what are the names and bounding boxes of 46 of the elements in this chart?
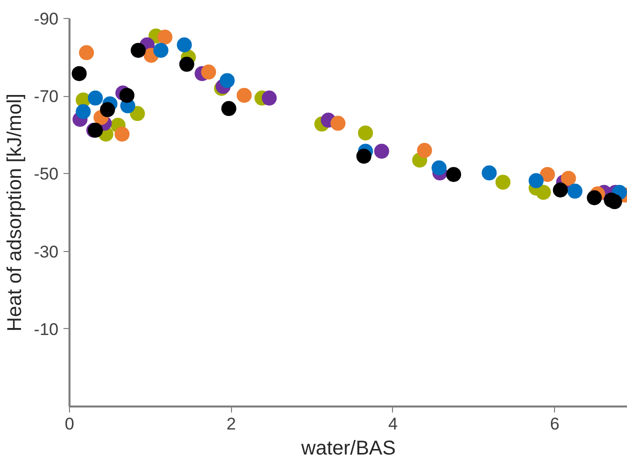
point	[330, 116, 346, 131]
point	[78, 45, 94, 60]
point	[495, 174, 510, 190]
point	[262, 90, 277, 106]
point	[536, 184, 551, 200]
point	[130, 42, 146, 58]
point	[432, 160, 447, 176]
point	[176, 37, 192, 52]
point	[560, 170, 576, 186]
point	[221, 101, 236, 116]
x-tick-label: 2	[226, 414, 236, 434]
point	[607, 194, 622, 210]
point	[179, 56, 194, 72]
y-tick-label: -10	[34, 320, 59, 339]
point	[446, 166, 462, 182]
point	[540, 166, 555, 182]
point	[76, 104, 91, 120]
y-tick-label: -30	[34, 242, 59, 262]
point	[358, 125, 373, 140]
point	[153, 42, 168, 58]
point	[72, 66, 87, 82]
point	[552, 182, 568, 198]
x-tick-label: 6	[550, 414, 560, 434]
y-tick-label: -70	[34, 87, 59, 106]
x-tick-label: 4	[388, 414, 398, 434]
x-tick-label: 0	[64, 414, 74, 434]
point	[236, 88, 252, 103]
point	[528, 173, 544, 188]
point	[130, 106, 145, 122]
point	[482, 165, 497, 180]
point	[220, 73, 235, 88]
point	[374, 144, 390, 159]
point	[417, 142, 432, 158]
point	[586, 190, 602, 206]
point	[114, 126, 130, 142]
point	[100, 102, 116, 118]
point	[567, 184, 582, 199]
x-axis-title: water/BAS	[300, 438, 396, 460]
y-tick-label: -50	[34, 164, 59, 184]
point	[356, 148, 372, 164]
point	[157, 30, 172, 45]
y-axis-title: Heat of adsorption [kJ/mol]	[4, 94, 26, 332]
y-tick-label: -90	[34, 10, 59, 28]
point	[119, 88, 134, 103]
point	[201, 64, 216, 80]
point	[88, 90, 103, 106]
